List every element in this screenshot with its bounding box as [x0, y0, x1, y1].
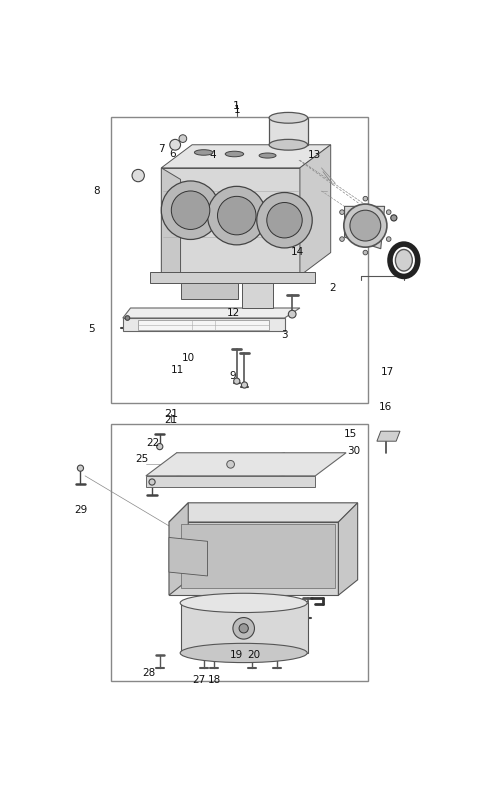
Text: 14: 14 [290, 247, 304, 257]
Text: 13: 13 [308, 150, 321, 160]
Ellipse shape [180, 593, 307, 613]
Text: 30: 30 [348, 445, 360, 455]
Text: 17: 17 [381, 366, 394, 377]
Circle shape [391, 215, 397, 222]
Circle shape [156, 444, 163, 450]
Text: 4: 4 [209, 150, 216, 160]
Text: 21: 21 [164, 408, 179, 418]
Polygon shape [123, 308, 300, 319]
Text: 26: 26 [278, 595, 291, 605]
Circle shape [267, 203, 302, 238]
Text: 15: 15 [344, 428, 357, 438]
Text: 11: 11 [171, 365, 184, 375]
Text: 2: 2 [330, 283, 336, 293]
Ellipse shape [180, 643, 307, 662]
Text: 24: 24 [209, 548, 222, 557]
Circle shape [350, 211, 381, 242]
Polygon shape [146, 453, 346, 476]
Circle shape [207, 187, 266, 246]
Circle shape [340, 210, 344, 215]
Circle shape [340, 238, 344, 242]
Circle shape [233, 618, 254, 639]
Polygon shape [242, 284, 273, 308]
Circle shape [125, 316, 130, 321]
Polygon shape [161, 145, 331, 169]
Text: 12: 12 [227, 308, 240, 318]
Text: 6: 6 [169, 149, 175, 159]
Ellipse shape [269, 113, 308, 124]
Text: 16: 16 [379, 402, 392, 412]
Polygon shape [123, 319, 285, 332]
Circle shape [227, 461, 234, 469]
Polygon shape [169, 538, 207, 577]
Circle shape [161, 181, 220, 240]
Circle shape [149, 479, 155, 486]
Polygon shape [180, 601, 308, 607]
Polygon shape [161, 169, 180, 276]
Circle shape [179, 136, 187, 143]
Polygon shape [180, 603, 308, 653]
Circle shape [239, 624, 248, 633]
Text: 5: 5 [88, 324, 95, 333]
Text: 25: 25 [135, 453, 148, 463]
Polygon shape [338, 503, 358, 596]
Ellipse shape [259, 154, 276, 159]
Circle shape [77, 466, 84, 471]
Polygon shape [161, 169, 300, 276]
Text: 18: 18 [208, 674, 221, 684]
Text: 19: 19 [230, 649, 243, 659]
Circle shape [344, 205, 387, 248]
Polygon shape [377, 432, 400, 442]
Circle shape [386, 238, 391, 242]
Ellipse shape [269, 141, 308, 151]
Polygon shape [146, 476, 315, 487]
Text: 1: 1 [233, 100, 240, 111]
Text: 7: 7 [158, 144, 165, 154]
Circle shape [234, 378, 240, 385]
Polygon shape [345, 207, 384, 250]
Polygon shape [180, 524, 335, 588]
Circle shape [386, 210, 391, 215]
Circle shape [363, 251, 368, 255]
Text: 8: 8 [93, 185, 100, 195]
Polygon shape [300, 145, 331, 276]
Circle shape [257, 194, 312, 249]
Polygon shape [180, 284, 238, 300]
Circle shape [170, 141, 180, 151]
Text: 22: 22 [146, 438, 159, 447]
Text: 9: 9 [230, 371, 236, 381]
Circle shape [241, 382, 248, 389]
Bar [111, 118, 368, 404]
Circle shape [288, 311, 296, 319]
Circle shape [363, 197, 368, 202]
Text: 3: 3 [281, 329, 288, 340]
Polygon shape [169, 503, 188, 596]
Polygon shape [150, 272, 315, 284]
Text: 21: 21 [165, 414, 178, 424]
Text: 27: 27 [192, 674, 205, 684]
Bar [111, 424, 368, 681]
Ellipse shape [396, 251, 412, 271]
Circle shape [132, 170, 144, 182]
Circle shape [217, 197, 256, 235]
Text: 10: 10 [182, 353, 195, 362]
Text: 1: 1 [233, 105, 240, 115]
Circle shape [171, 192, 210, 230]
Polygon shape [138, 320, 269, 330]
Polygon shape [269, 119, 308, 145]
Text: 28: 28 [143, 667, 156, 678]
Ellipse shape [194, 150, 213, 156]
Text: 20: 20 [247, 649, 260, 659]
Polygon shape [169, 523, 338, 596]
Ellipse shape [225, 152, 244, 157]
Polygon shape [169, 503, 358, 523]
Text: 23: 23 [300, 550, 313, 560]
Text: 29: 29 [74, 504, 87, 515]
